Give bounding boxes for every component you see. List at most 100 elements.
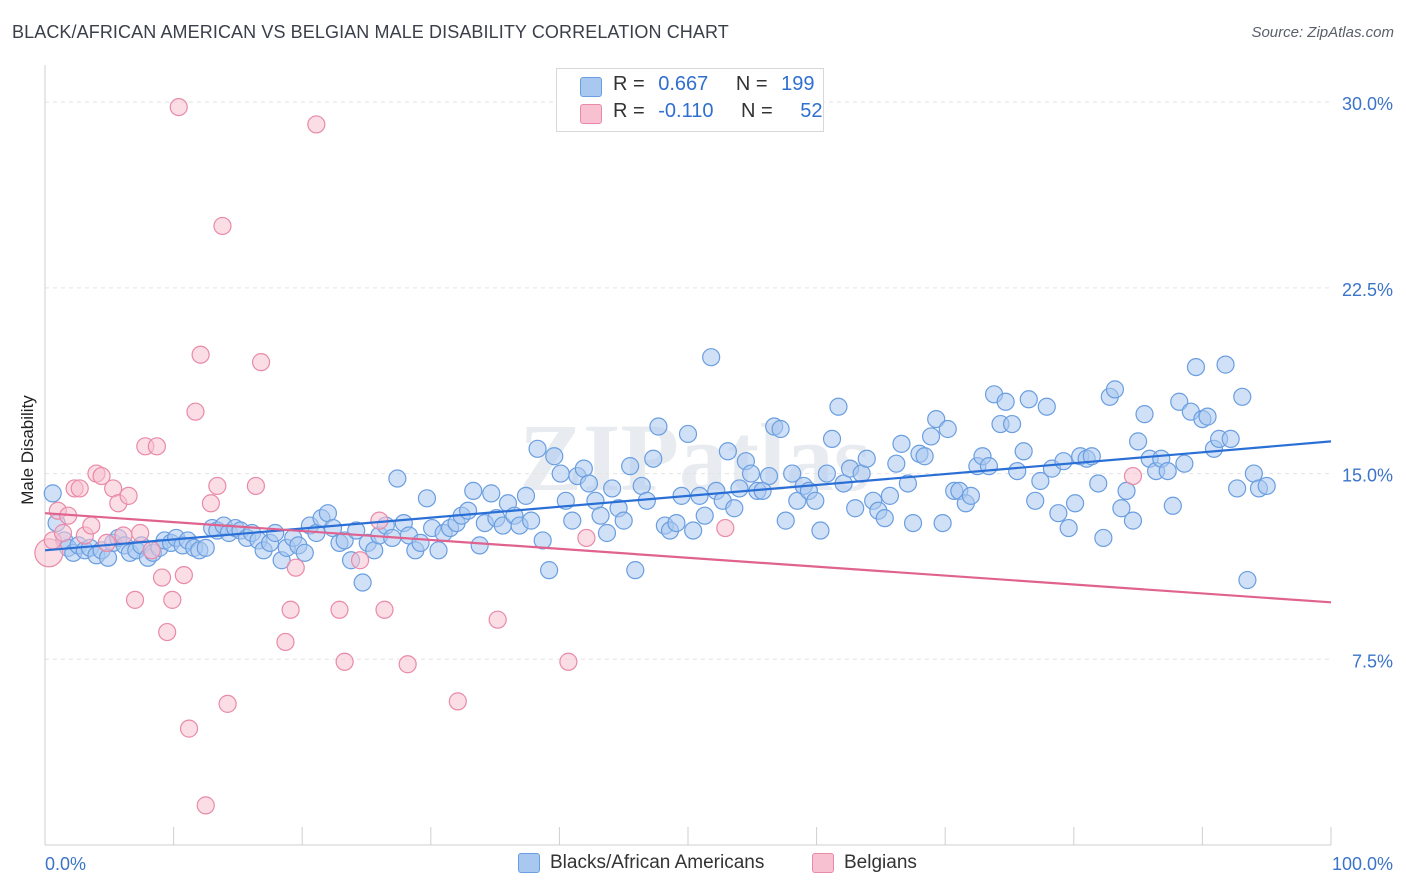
- blacks-point: [927, 409, 946, 429]
- legend-label-belgians: Belgians: [844, 852, 917, 873]
- blacks-point: [1065, 494, 1085, 513]
- r-value: -0.110: [658, 100, 714, 122]
- blacks-point: [649, 417, 668, 436]
- blacks-point: [1135, 405, 1154, 424]
- y-tick-label: 7.5%: [1352, 651, 1393, 671]
- blacks-point: [1175, 454, 1194, 473]
- blacks-point: [921, 427, 941, 446]
- blacks-point: [898, 474, 918, 493]
- belgians-point: [286, 558, 305, 577]
- blacks-point: [1128, 432, 1148, 451]
- blacks-point: [695, 506, 714, 525]
- blacks-point: [579, 474, 599, 493]
- blacks-point: [429, 541, 448, 560]
- belgians-point: [92, 466, 111, 486]
- belgians-point: [335, 652, 354, 671]
- blacks-point: [667, 513, 686, 533]
- blacks-point: [533, 531, 552, 550]
- blacks-trend-line: [44, 440, 1332, 552]
- n-label: N =: [741, 100, 773, 122]
- legend-item-blacks[interactable]: Blacks/African Americans: [518, 852, 764, 874]
- blacks-point: [1054, 452, 1073, 471]
- blacks-point: [1186, 357, 1206, 377]
- r-label: R =: [613, 73, 645, 95]
- legend-label-blacks: Blacks/African Americans: [550, 852, 765, 873]
- blacks-point: [522, 511, 541, 530]
- blacks-point: [1112, 499, 1131, 518]
- blacks-point: [458, 501, 478, 520]
- chart-title: BLACK/AFRICAN AMERICAN VS BELGIAN MALE D…: [12, 22, 729, 42]
- belgians-point: [174, 565, 193, 585]
- belgians-point: [131, 523, 150, 543]
- blacks-point: [684, 521, 703, 540]
- belgians-point: [196, 796, 215, 815]
- belgians-point: [330, 600, 349, 619]
- blacks-point: [1089, 474, 1108, 493]
- belgians-point: [152, 568, 172, 587]
- belgians-point: [488, 610, 507, 629]
- blue-swatch-icon: [580, 77, 602, 97]
- belgians-point: [125, 590, 145, 609]
- blacks-point: [811, 521, 830, 540]
- belgians-point: [281, 600, 300, 619]
- blacks-point: [603, 479, 622, 498]
- n-value: 199: [781, 73, 815, 95]
- blacks-point: [563, 511, 582, 530]
- belgians-point: [82, 516, 101, 535]
- blacks-point: [295, 543, 314, 562]
- belgians-point: [246, 476, 266, 496]
- blacks-point: [614, 511, 633, 530]
- belgians-point: [186, 402, 205, 421]
- belgians-point: [70, 479, 89, 498]
- blacks-point: [266, 523, 285, 543]
- blacks-point: [979, 457, 999, 476]
- belgians-point: [158, 622, 177, 642]
- blacks-point: [591, 506, 610, 525]
- belgians-point: [169, 97, 188, 117]
- blacks-point: [1008, 461, 1027, 481]
- blacks-point: [1105, 380, 1125, 399]
- blacks-point: [1049, 504, 1068, 523]
- belgians-point: [1123, 466, 1143, 486]
- blacks-point: [551, 464, 570, 483]
- blacks-point: [806, 491, 825, 510]
- belgians-point: [179, 719, 199, 738]
- blacks-point: [996, 392, 1015, 411]
- blacks-point: [597, 523, 617, 543]
- blacks-point: [1123, 511, 1143, 530]
- blacks-point: [846, 499, 865, 518]
- series-legend: Blacks/African Americans Belgians: [0, 852, 1406, 878]
- pink-swatch-icon: [580, 104, 602, 124]
- x-tick-label: 100.0%: [1332, 854, 1393, 874]
- belgians-point: [213, 216, 232, 236]
- blacks-point: [730, 479, 749, 498]
- blacks-point: [903, 513, 923, 533]
- belgians-point: [147, 437, 166, 456]
- blacks-point: [1059, 518, 1078, 538]
- blacks-point: [961, 486, 981, 505]
- blacks-point: [1158, 461, 1177, 481]
- belgians-point: [448, 692, 467, 711]
- blacks-point: [1238, 570, 1257, 590]
- blacks-point: [411, 533, 430, 553]
- pink-swatch-icon: [812, 853, 834, 873]
- blacks-point: [1163, 496, 1182, 515]
- blacks-point: [621, 457, 640, 476]
- blacks-point: [644, 449, 663, 468]
- blacks-point: [388, 469, 407, 488]
- blacks-point: [857, 449, 876, 468]
- belgians-point: [350, 551, 370, 570]
- blacks-point: [1002, 414, 1022, 434]
- blacks-point: [938, 419, 957, 439]
- blacks-point: [783, 464, 802, 483]
- blacks-point: [1037, 397, 1056, 416]
- blacks-point: [1019, 390, 1038, 409]
- blacks-point: [1228, 479, 1247, 498]
- blacks-point: [470, 536, 489, 555]
- blacks-point: [335, 531, 354, 550]
- blacks-point: [741, 464, 761, 483]
- belgians-point: [97, 533, 116, 553]
- legend-item-belgians[interactable]: Belgians: [812, 852, 917, 874]
- belgians-point: [375, 600, 394, 619]
